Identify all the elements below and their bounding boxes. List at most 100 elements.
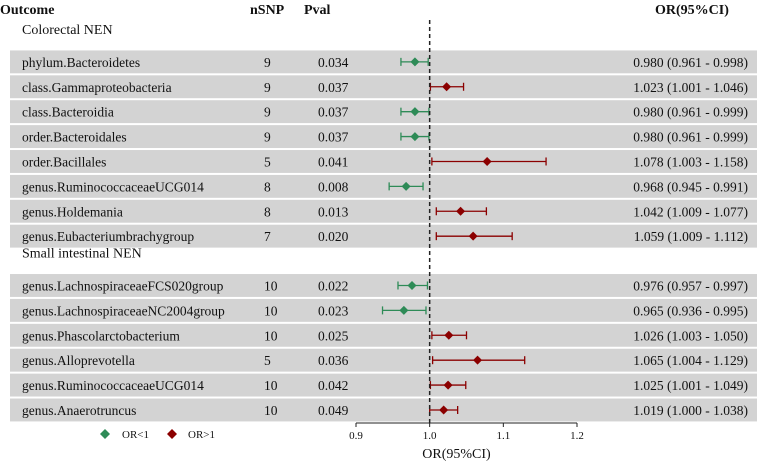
nsnp-value: 9 xyxy=(264,105,271,120)
outcome-label: genus.Anaerotruncus xyxy=(22,403,136,418)
outcome-label: genus.Holdemania xyxy=(22,204,123,219)
or-point xyxy=(456,206,466,216)
or-ci-label: 0.980 (0.961 - 0.998) xyxy=(633,55,748,70)
or-point xyxy=(473,355,483,365)
legend-marker-gt xyxy=(167,429,177,439)
outcome-label: genus.RuminococcaceaeUCG014 xyxy=(22,179,204,194)
or-ci-label: 1.026 (1.003 - 1.050) xyxy=(633,328,748,343)
row-band xyxy=(10,348,757,372)
pval-value: 0.037 xyxy=(318,80,349,95)
or-point xyxy=(439,405,449,415)
or-ci-label: 1.042 (1.009 - 1.077) xyxy=(633,204,748,219)
row-band xyxy=(10,398,757,422)
outcome-label: genus.Phascolarctobacterium xyxy=(22,328,180,343)
x-tick-label: 1.0 xyxy=(423,430,437,442)
nsnp-value: 10 xyxy=(264,303,278,318)
outcome-label: order.Bacteroidales xyxy=(22,130,127,145)
or-point xyxy=(444,330,454,340)
legend-label-gt: OR>1 xyxy=(188,429,215,441)
row-band xyxy=(10,125,757,149)
or-point xyxy=(407,280,417,290)
header-outcome: Outcome xyxy=(0,3,54,18)
nsnp-value: 9 xyxy=(264,55,271,70)
group-title: Colorectal NEN xyxy=(22,23,113,38)
x-axis-label: OR(95%CI) xyxy=(422,447,491,462)
outcome-label: genus.Eubacteriumbrachygroup xyxy=(22,229,194,244)
pval-value: 0.025 xyxy=(318,328,349,343)
header-pval: Pval xyxy=(304,3,331,18)
or-ci-label: 0.965 (0.936 - 0.995) xyxy=(633,303,748,318)
header-nsnp: nSNP xyxy=(250,3,285,18)
row-band xyxy=(10,150,757,173)
row-band xyxy=(10,274,757,297)
pval-value: 0.049 xyxy=(318,403,349,418)
row-band xyxy=(10,174,757,198)
nsnp-value: 5 xyxy=(264,154,271,169)
outcome-label: order.Bacillales xyxy=(22,154,106,169)
pval-value: 0.042 xyxy=(318,378,348,393)
legend-label-lt: OR<1 xyxy=(122,429,149,441)
row-band xyxy=(10,224,757,248)
outcome-label: genus.LachnospiraceaeNC2004group xyxy=(22,303,225,318)
row-band xyxy=(10,373,757,397)
nsnp-value: 8 xyxy=(264,204,271,219)
pval-value: 0.008 xyxy=(318,179,349,194)
or-point xyxy=(399,305,409,315)
row-band xyxy=(10,100,757,124)
row-band xyxy=(10,75,757,99)
pval-value: 0.022 xyxy=(318,278,348,293)
outcome-label: genus.RuminococcaceaeUCG014 xyxy=(22,378,204,393)
or-ci-label: 1.019 (1.000 - 1.038) xyxy=(633,403,748,418)
or-ci-label: 0.980 (0.961 - 0.999) xyxy=(633,105,748,120)
or-ci-label: 1.078 (1.003 - 1.158) xyxy=(633,154,748,169)
or-ci-label: 0.980 (0.961 - 0.999) xyxy=(633,130,748,145)
pval-value: 0.036 xyxy=(318,353,349,368)
nsnp-value: 9 xyxy=(264,130,271,145)
nsnp-value: 7 xyxy=(264,229,271,244)
or-ci-label: 1.023 (1.001 - 1.046) xyxy=(633,80,748,95)
pval-value: 0.023 xyxy=(318,303,349,318)
or-point xyxy=(442,82,452,92)
nsnp-value: 9 xyxy=(264,80,271,95)
or-ci-label: 1.059 (1.009 - 1.112) xyxy=(634,229,748,244)
pval-value: 0.037 xyxy=(318,130,349,145)
pval-value: 0.013 xyxy=(318,204,349,219)
legend-marker-lt xyxy=(100,429,110,439)
nsnp-value: 5 xyxy=(264,353,271,368)
x-tick-label: 0.9 xyxy=(349,430,363,442)
row-band xyxy=(10,50,757,74)
or-point xyxy=(482,156,492,166)
outcome-label: phylum.Bacteroidetes xyxy=(22,55,140,70)
outcome-label: class.Bacteroidia xyxy=(22,105,114,120)
header-or: OR(95%CI) xyxy=(655,3,729,18)
or-point xyxy=(443,380,453,390)
or-point xyxy=(410,132,420,142)
or-point xyxy=(401,181,411,191)
or-ci-label: 0.976 (0.957 - 0.997) xyxy=(633,278,748,293)
pval-value: 0.041 xyxy=(318,154,348,169)
x-tick-label: 1.2 xyxy=(570,430,584,442)
outcome-label: genus.Alloprevotella xyxy=(22,353,135,368)
or-ci-label: 1.065 (1.004 - 1.129) xyxy=(633,353,748,368)
outcome-label: genus.LachnospiraceaeFCS020group xyxy=(22,278,224,293)
outcome-label: class.Gammaproteobacteria xyxy=(22,80,172,95)
row-band xyxy=(10,199,757,223)
nsnp-value: 10 xyxy=(264,328,278,343)
or-ci-label: 0.968 (0.945 - 0.991) xyxy=(633,179,748,194)
or-point xyxy=(410,57,420,67)
pval-value: 0.037 xyxy=(318,105,349,120)
nsnp-value: 10 xyxy=(264,378,278,393)
or-ci-label: 1.025 (1.001 - 1.049) xyxy=(633,378,748,393)
pval-value: 0.034 xyxy=(318,55,349,70)
row-band xyxy=(10,323,757,347)
nsnp-value: 10 xyxy=(264,403,278,418)
or-point xyxy=(410,107,420,117)
x-tick-label: 1.1 xyxy=(496,430,510,442)
nsnp-value: 10 xyxy=(264,278,278,293)
or-point xyxy=(468,231,478,241)
group-title: Small intestinal NEN xyxy=(22,247,142,262)
pval-value: 0.020 xyxy=(318,229,349,244)
nsnp-value: 8 xyxy=(264,179,271,194)
